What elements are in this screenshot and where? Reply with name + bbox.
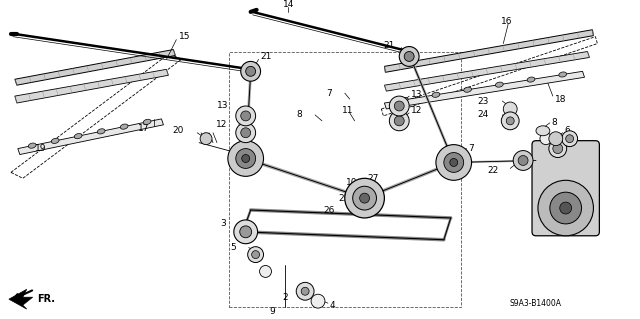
- Circle shape: [248, 247, 264, 263]
- Circle shape: [550, 192, 582, 224]
- Text: 12: 12: [216, 120, 227, 129]
- Circle shape: [241, 128, 251, 138]
- Text: 5: 5: [230, 243, 236, 252]
- Circle shape: [236, 149, 255, 168]
- Circle shape: [240, 226, 252, 238]
- Circle shape: [360, 193, 369, 203]
- Text: 20: 20: [172, 126, 183, 135]
- Polygon shape: [385, 51, 589, 91]
- Text: 27: 27: [367, 174, 379, 183]
- Text: 17: 17: [138, 124, 149, 133]
- Ellipse shape: [120, 124, 128, 129]
- Text: 2: 2: [283, 293, 288, 302]
- Text: 10: 10: [346, 178, 358, 187]
- Circle shape: [538, 180, 593, 236]
- Ellipse shape: [400, 97, 408, 102]
- Ellipse shape: [495, 82, 503, 87]
- Circle shape: [506, 117, 514, 125]
- Text: 3: 3: [220, 219, 226, 228]
- Text: 1: 1: [593, 205, 598, 214]
- Circle shape: [234, 220, 257, 244]
- Polygon shape: [15, 49, 175, 85]
- Text: 18: 18: [555, 94, 566, 104]
- Text: 9: 9: [269, 307, 275, 315]
- Text: 7: 7: [468, 144, 474, 153]
- Text: 23: 23: [477, 97, 488, 106]
- Ellipse shape: [74, 134, 82, 139]
- Text: 21: 21: [383, 41, 394, 50]
- Circle shape: [436, 145, 472, 180]
- Ellipse shape: [28, 143, 36, 148]
- Circle shape: [301, 287, 309, 295]
- Circle shape: [503, 102, 517, 116]
- Circle shape: [345, 178, 385, 218]
- Circle shape: [444, 152, 463, 172]
- Circle shape: [394, 116, 404, 126]
- Circle shape: [389, 96, 409, 116]
- Text: 26: 26: [323, 205, 335, 214]
- Text: 8: 8: [552, 118, 557, 127]
- Text: S9A3-B1400A: S9A3-B1400A: [510, 299, 562, 308]
- Circle shape: [252, 251, 260, 259]
- Circle shape: [566, 135, 573, 143]
- Circle shape: [241, 62, 260, 81]
- Circle shape: [549, 132, 563, 146]
- Text: 15: 15: [179, 32, 191, 41]
- Circle shape: [236, 123, 255, 143]
- Circle shape: [236, 106, 255, 126]
- Ellipse shape: [559, 72, 566, 77]
- Polygon shape: [15, 69, 168, 103]
- Text: 8: 8: [296, 110, 302, 119]
- Text: 4: 4: [330, 300, 335, 310]
- Circle shape: [241, 111, 251, 121]
- Circle shape: [228, 141, 264, 176]
- Circle shape: [399, 47, 419, 66]
- Ellipse shape: [536, 126, 550, 136]
- Circle shape: [246, 66, 255, 76]
- Circle shape: [450, 159, 458, 167]
- Text: 14: 14: [283, 0, 294, 10]
- Ellipse shape: [432, 92, 440, 97]
- Ellipse shape: [51, 138, 59, 144]
- Text: 6: 6: [564, 126, 570, 135]
- Circle shape: [560, 202, 572, 214]
- Circle shape: [518, 156, 528, 166]
- Text: 22: 22: [487, 166, 499, 175]
- Circle shape: [389, 111, 409, 131]
- Circle shape: [311, 294, 325, 308]
- Text: 16: 16: [500, 17, 512, 26]
- Polygon shape: [18, 119, 163, 154]
- Ellipse shape: [97, 129, 105, 134]
- Circle shape: [394, 101, 404, 111]
- Text: 13: 13: [411, 90, 422, 99]
- FancyBboxPatch shape: [532, 141, 600, 236]
- Text: FR.: FR.: [36, 294, 54, 304]
- Text: 24: 24: [477, 110, 488, 119]
- Circle shape: [501, 112, 519, 130]
- Circle shape: [242, 154, 250, 162]
- Circle shape: [296, 282, 314, 300]
- Circle shape: [540, 133, 552, 145]
- Text: 12: 12: [411, 107, 422, 115]
- Circle shape: [549, 140, 566, 158]
- Polygon shape: [385, 30, 593, 72]
- Ellipse shape: [464, 87, 472, 92]
- Ellipse shape: [527, 77, 535, 82]
- Circle shape: [553, 144, 563, 153]
- Circle shape: [513, 151, 533, 170]
- Circle shape: [404, 51, 414, 62]
- Circle shape: [353, 186, 376, 210]
- Text: 11: 11: [342, 107, 353, 115]
- Circle shape: [260, 265, 271, 278]
- Ellipse shape: [143, 119, 151, 124]
- Polygon shape: [385, 71, 584, 109]
- Text: 19: 19: [35, 144, 46, 153]
- Text: 25: 25: [339, 194, 349, 203]
- Circle shape: [562, 131, 577, 147]
- Text: 21: 21: [260, 52, 272, 61]
- Circle shape: [200, 133, 212, 145]
- Text: 7: 7: [326, 89, 332, 98]
- Text: 13: 13: [218, 100, 229, 109]
- Polygon shape: [9, 289, 33, 309]
